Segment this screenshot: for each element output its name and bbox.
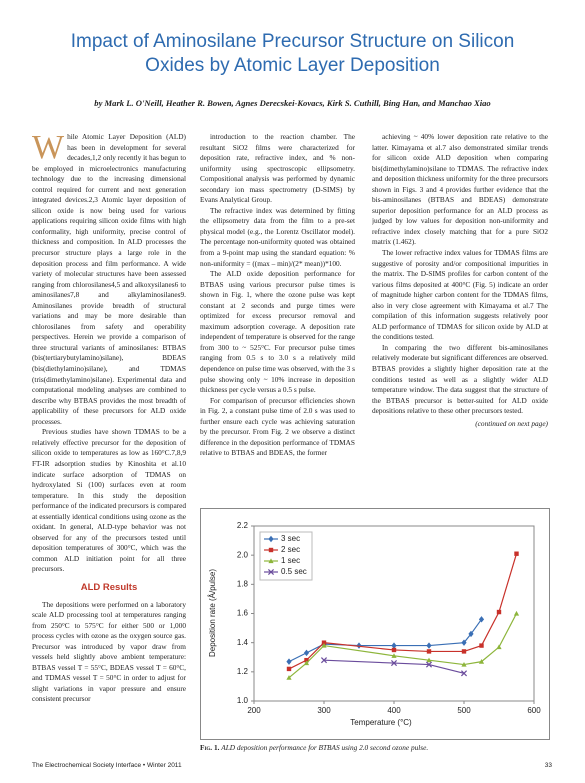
paragraph: achieving ~ 40% lower deposition rate re… (372, 132, 548, 247)
marker (426, 649, 432, 654)
marker (391, 642, 397, 649)
series-line (288, 618, 482, 663)
marker (478, 659, 485, 664)
legend-label: 2 sec (281, 545, 300, 554)
marker (513, 610, 520, 616)
marker (426, 657, 432, 663)
marker (426, 642, 432, 649)
marker (425, 661, 433, 668)
legend-marker (268, 558, 274, 564)
marker (461, 661, 467, 667)
paragraph: For comparison of precursor efficiencies… (200, 395, 355, 458)
paragraph: The refractive index was determined by f… (200, 205, 355, 268)
x-tick-label: 200 (247, 706, 261, 715)
caption: Fig. 1. ALD deposition performance for B… (200, 743, 550, 752)
caption-text: ALD deposition performance for BTBAS usi… (221, 743, 429, 752)
paragraph: The lower refractive index values for TD… (372, 248, 548, 342)
marker (468, 630, 474, 638)
y-tick-label: 1.4 (237, 638, 249, 647)
y-tick-label: 1.2 (237, 667, 249, 676)
page-number: 33 (544, 762, 552, 769)
paragraph: In comparing the two different bis-amino… (372, 342, 548, 416)
chart: Temperature (°C) Deposition rate (Å/puls… (208, 521, 541, 727)
continued-note: (continued on next page) (475, 418, 548, 428)
marker (286, 675, 292, 680)
caption-label: Fig. 1. (200, 743, 220, 752)
marker (461, 649, 467, 654)
x-tick-label: 400 (387, 706, 401, 715)
y-tick-label: 2.2 (237, 521, 249, 530)
marker (303, 649, 310, 657)
marker (390, 660, 398, 667)
marker (460, 670, 468, 677)
journal: The Electrochemical Society Interface • … (32, 762, 182, 769)
legend-marker (268, 535, 274, 543)
paragraph: introduction to the reaction chamber. Th… (200, 132, 355, 205)
legend-label: 0.5 sec (281, 567, 307, 576)
column: introduction to the reaction chamber. Th… (200, 132, 355, 510)
y-tick-label: 1.0 (237, 696, 249, 705)
x-tick-label: 600 (527, 706, 541, 715)
marker (478, 616, 485, 623)
x-tick-label: 500 (457, 706, 471, 715)
x-tick-label: 300 (317, 706, 331, 715)
authors: by Mark L. O'Neill, Heather R. Bowen, Ag… (94, 98, 491, 108)
marker (320, 657, 328, 664)
marker (461, 639, 467, 646)
section-heading: ALD Results (80, 581, 138, 593)
marker (496, 609, 502, 615)
y-axis-label: Deposition rate (Å/pulse) (208, 569, 217, 657)
marker (479, 643, 484, 648)
marker (321, 642, 327, 648)
y-tick-label: 1.8 (237, 579, 249, 588)
paragraph: While Atomic Layer Deposition (ALD) has … (32, 132, 186, 426)
marker (391, 647, 397, 653)
legend: 3 sec 2 sec 1 sec 0.5 sec (259, 531, 313, 581)
footer: The Electrochemical Society Interface • … (32, 762, 552, 769)
series-line (323, 659, 465, 674)
legend-label: 1 sec (281, 556, 300, 565)
paragraph: Previous studies have shown TDMAS to be … (32, 427, 186, 574)
paragraph: The ALD oxide deposition performance for… (200, 269, 355, 395)
y-tick-label: 1.6 (237, 609, 249, 618)
column: While Atomic Layer Deposition (ALD) has … (32, 132, 186, 772)
title: Impact of Aminosilane Precursor Structur… (70, 31, 515, 76)
marker (286, 666, 292, 672)
paragraph: The depositions were performed on a labo… (32, 599, 186, 704)
marker (304, 657, 309, 663)
marker (496, 644, 502, 650)
marker (391, 653, 397, 658)
marker (514, 551, 519, 556)
marker (303, 660, 310, 666)
legend-label: 3 sec (281, 534, 300, 543)
column: achieving ~ 40% lower deposition rate re… (372, 132, 548, 500)
marker (321, 640, 327, 645)
legend-marker (268, 547, 274, 553)
x-axis-label: Temperature (°C) (350, 718, 412, 727)
legend-marker (267, 568, 275, 576)
figure: Temperature (°C) Deposition rate (Å/puls… (200, 508, 550, 740)
series-line (288, 553, 518, 670)
y-tick-label: 2.0 (237, 550, 249, 559)
marker (356, 642, 362, 649)
marker (286, 658, 292, 665)
